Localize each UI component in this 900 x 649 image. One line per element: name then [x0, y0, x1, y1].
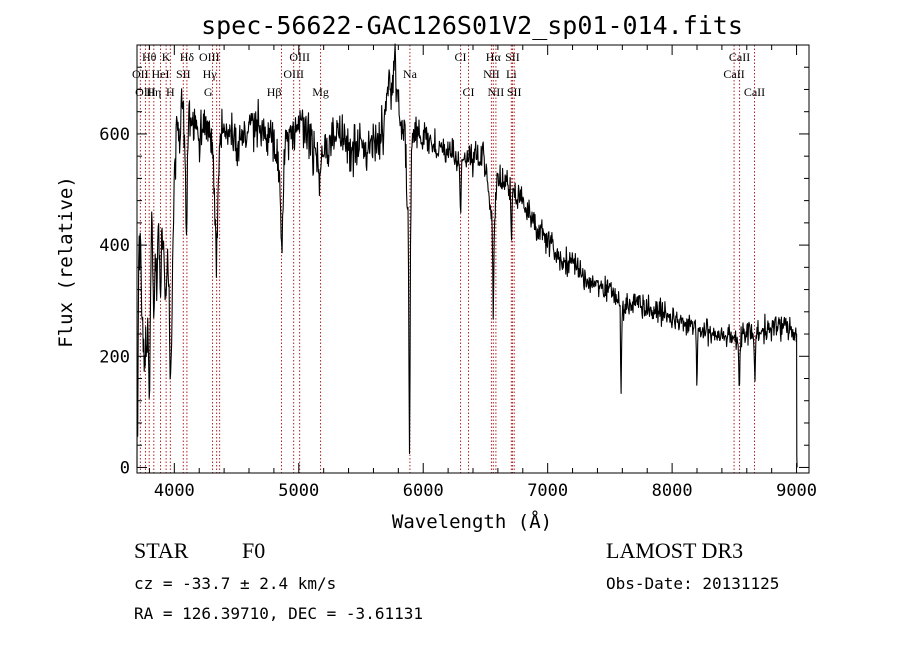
axis-ticks [137, 45, 809, 473]
line-label: Li [506, 67, 517, 81]
line-label: SII [505, 50, 520, 64]
y-tick-label: 400 [99, 236, 130, 256]
line-label: Hδ [180, 50, 195, 64]
line-label: OIII [135, 85, 156, 99]
object-subclass: F0 [242, 538, 266, 563]
x-tick-label: 8000 [652, 481, 693, 501]
line-label: OII [132, 67, 149, 81]
line-label: G [204, 85, 213, 99]
y-axis-label: Flux (relative) [55, 176, 77, 348]
line-label: SII [507, 85, 522, 99]
line-label: OIII [199, 50, 220, 64]
line-label: K [162, 50, 171, 64]
x-axis-label: Wavelength (Å) [392, 510, 552, 533]
x-tick-label: 6000 [403, 481, 444, 501]
line-label: Hγ [203, 67, 218, 81]
x-tick-label: 7000 [527, 481, 568, 501]
line-label: Hβ [267, 85, 282, 99]
line-label: Na [403, 67, 418, 81]
line-label: OIII [283, 67, 304, 81]
line-label: OIII [289, 50, 310, 64]
y-tick-label: 600 [99, 125, 130, 145]
line-label: CI [455, 50, 467, 64]
line-label: SII [176, 67, 191, 81]
y-tick-label: 0 [120, 458, 130, 478]
line-label: Hθ [142, 50, 157, 64]
y-tick-label: 200 [99, 347, 130, 367]
x-tick-label: 9000 [776, 481, 817, 501]
spectrum-chart: spec-56622-GAC126S01V2_sp01-014.fits 400… [55, 11, 817, 533]
line-label: CaII [729, 50, 750, 64]
x-tick-label: 5000 [278, 481, 319, 501]
line-label: Mg [312, 85, 329, 99]
plot-frame [136, 44, 810, 474]
coordinates: RA = 126.39710, DEC = -3.61131 [134, 604, 423, 623]
x-tick-label: 4000 [154, 481, 195, 501]
redshift-cz: cz = -33.7 ± 2.4 km/s [134, 574, 337, 593]
line-label: H [166, 85, 175, 99]
axis-tick-labels: 4000 5000 6000 7000 8000 9000 0 200 400 600 [99, 125, 817, 501]
line-label: HeI [152, 67, 170, 81]
line-label: NII [488, 85, 505, 99]
object-class: STAR [134, 538, 189, 563]
line-label: CaII [723, 67, 744, 81]
line-label: Hα [486, 50, 502, 64]
line-label: CI [463, 85, 475, 99]
line-label: Hη [146, 85, 161, 99]
spectrum-line [136, 43, 798, 468]
chart-title: spec-56622-GAC126S01V2_sp01-014.fits [201, 11, 743, 40]
survey-name: LAMOST DR3 [606, 538, 744, 563]
observation-date: Obs-Date: 20131125 [606, 574, 780, 593]
line-label: CaII [744, 85, 765, 99]
spectral-line-markers [139, 45, 755, 473]
line-label: NII [483, 67, 500, 81]
